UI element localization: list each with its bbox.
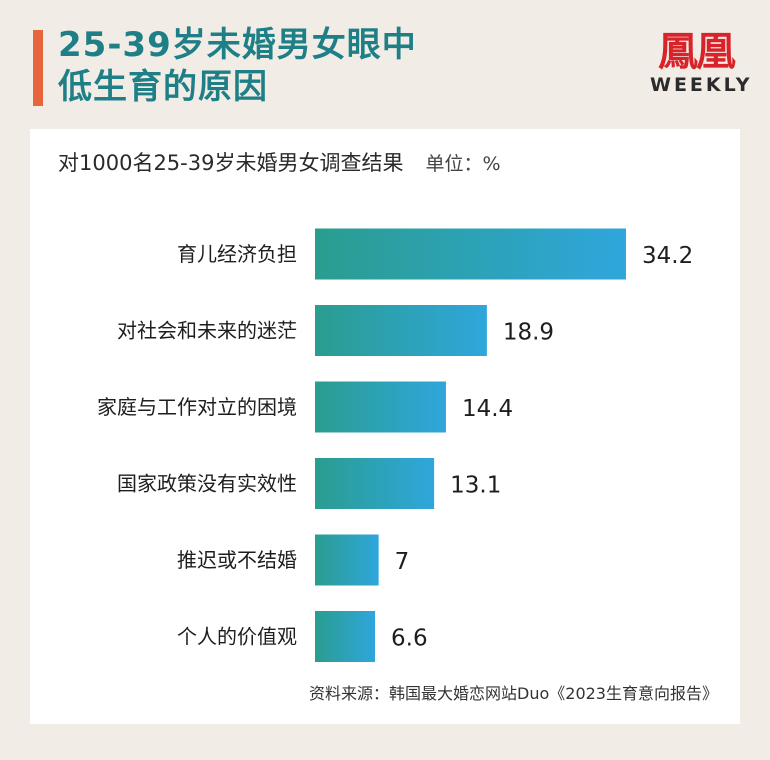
title-line-2: 低生育的原因 — [58, 67, 268, 107]
source-note: 资料来源：韩国最大婚恋网站Duo《2023生育意向报告》 — [309, 684, 718, 703]
value-label: 18.9 — [503, 320, 554, 346]
value-label: 14.4 — [462, 396, 513, 422]
value-label: 7 — [395, 549, 410, 575]
bar — [315, 305, 487, 356]
category-label: 对社会和未来的迷茫 — [117, 319, 297, 343]
category-label: 育儿经济负担 — [177, 242, 297, 266]
bar — [315, 228, 626, 280]
bar — [315, 458, 435, 509]
title-accent-bar — [33, 30, 43, 106]
value-label: 34.2 — [642, 243, 693, 269]
bar — [315, 381, 446, 433]
category-label: 家庭与工作对立的困境 — [97, 395, 297, 419]
logo: 鳳凰 WEEKLY — [650, 28, 753, 97]
chart-unit: 单位：% — [425, 153, 501, 175]
chart-subtitle-text: 对1000名25-39岁未婚男女调查结果 — [58, 151, 404, 175]
category-label: 推迟或不结婚 — [177, 548, 297, 572]
value-label: 6.6 — [391, 626, 428, 652]
bar — [315, 534, 379, 586]
bar-chart: 育儿经济负担 34.2 对社会和未来的迷茫 18.9 家庭与工作对立的困境 14.4 国家政… — [97, 228, 693, 662]
category-label: 国家政策没有实效性 — [117, 472, 297, 496]
value-label: 13.1 — [450, 473, 501, 499]
chart-subtitle: 对1000名25-39岁未婚男女调查结果 单位：% — [58, 147, 501, 177]
logo-mark: 鳳凰 — [658, 28, 736, 75]
logo-text: WEEKLY — [650, 74, 753, 96]
category-label: 个人的价值观 — [177, 625, 297, 649]
chart-card: 对1000名25-39岁未婚男女调查结果 单位：% 育儿经济负担 34.2 对社会和未… — [30, 129, 740, 724]
title-line-1: 25-39岁未婚男女眼中 — [58, 25, 417, 65]
bar — [315, 611, 376, 662]
page-title: 25-39岁未婚男女眼中 低生育的原因 — [58, 24, 417, 108]
